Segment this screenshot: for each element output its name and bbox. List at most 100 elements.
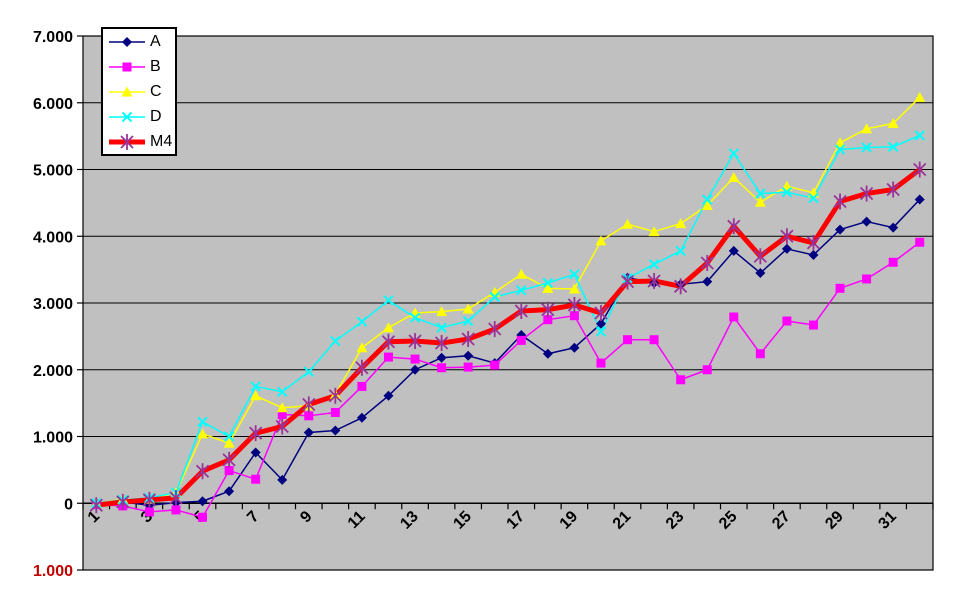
x-marker-stroke [887, 141, 899, 153]
x-marker-stroke [569, 269, 580, 280]
legend-key-D [109, 111, 145, 122]
x-marker-stroke [834, 144, 846, 155]
star-spoke [780, 229, 794, 243]
star-spoke [381, 335, 396, 349]
legend-marker-sample [122, 62, 132, 71]
legend-item-M4: M4 [103, 129, 175, 154]
series-A-marker [888, 222, 899, 233]
series-M4-marker [700, 254, 714, 271]
x-marker-stroke [728, 148, 739, 159]
series-B-marker [516, 335, 526, 345]
legend-item-D: D [103, 104, 175, 129]
star-spoke [886, 182, 900, 197]
legend-label: M4 [150, 132, 173, 150]
series-B-marker [596, 358, 606, 368]
series-D-marker [808, 192, 819, 204]
star-spoke [120, 134, 134, 149]
series-B-marker [782, 316, 792, 326]
star-spoke [700, 256, 714, 270]
x-marker-stroke [702, 194, 713, 205]
series-M4-marker [753, 248, 767, 265]
series-M4-marker [169, 489, 183, 506]
series-M4-marker [222, 451, 236, 468]
star-spoke [913, 162, 927, 177]
series-C-marker [250, 390, 262, 401]
series-C-marker [861, 123, 873, 134]
series-A-marker [835, 224, 846, 235]
x-marker-stroke [409, 312, 421, 323]
series-D-marker [303, 366, 314, 377]
series-M4-marker [381, 333, 396, 350]
series-M4-marker [408, 333, 422, 350]
star-spoke [727, 219, 741, 233]
series-M4-marker [434, 335, 449, 352]
series-C-marker [436, 306, 448, 317]
x-marker-stroke [516, 285, 527, 296]
x-marker-stroke [489, 291, 500, 303]
series-C-marker [834, 137, 846, 148]
series-B-marker [755, 349, 765, 359]
series-A-marker [383, 390, 394, 401]
x-marker-stroke [330, 335, 341, 347]
x-marker-stroke [595, 326, 607, 337]
star-spoke [169, 491, 183, 505]
legend-label: C [150, 82, 162, 100]
series-D-marker [834, 144, 846, 155]
legend-marker-sample [121, 86, 133, 96]
series-A-marker [569, 342, 580, 353]
series-M4-marker [806, 234, 821, 251]
series-B-marker [171, 505, 181, 515]
series-M4-marker [594, 305, 608, 322]
series-A-marker [914, 194, 925, 205]
x-marker-stroke [223, 431, 235, 442]
x-marker-stroke [861, 142, 872, 153]
series-M4-markers [89, 161, 927, 514]
x-marker-stroke [675, 245, 686, 257]
series-C-marker [754, 196, 766, 207]
x-marker-stroke [121, 111, 133, 122]
legend-item-C: C [103, 79, 175, 104]
series-C-marker [728, 172, 740, 183]
series-B-marker [808, 320, 818, 330]
y-axis-label: 5.000 [33, 163, 73, 180]
series-D-marker [197, 416, 208, 428]
series-D-marker [542, 277, 554, 289]
legend-label: B [150, 57, 161, 75]
series-C-marker [914, 91, 926, 102]
series-B-marker [304, 411, 314, 421]
series-C-marker [223, 437, 235, 448]
legend-marker-sample [120, 133, 134, 150]
series-M4-marker [541, 301, 555, 318]
series-C-marker [462, 303, 474, 314]
y-axis-label: 1.000 [33, 563, 73, 580]
series-D-marker [569, 269, 580, 280]
series-M4-marker [355, 359, 369, 376]
star-spoke [674, 279, 688, 293]
series-B-marker [330, 407, 340, 417]
series-M4-marker [195, 463, 210, 480]
y-axis-label: 0 [64, 496, 73, 513]
series-A-marker [356, 412, 367, 423]
series-B-marker [251, 474, 261, 484]
series-M4-marker [488, 321, 502, 338]
series-M4-marker [275, 418, 289, 435]
series-B-marker [915, 237, 925, 247]
series-C-marker [382, 322, 394, 333]
series-B-marker [224, 466, 234, 476]
series-B-marker [383, 352, 393, 362]
series-C-marker [542, 282, 554, 293]
legend-item-B: B [103, 54, 175, 79]
star-spoke [859, 186, 874, 201]
series-M4-marker [859, 185, 874, 202]
star-spoke [488, 322, 502, 336]
series-M4-marker [886, 181, 900, 198]
series-C-marker [887, 117, 899, 128]
series-D-marker [914, 130, 925, 141]
legend: A B C D M4 [101, 27, 177, 156]
series-B-marker [357, 381, 367, 391]
series-D-marker [356, 316, 368, 327]
star-spoke [195, 464, 210, 478]
y-axis-label: 1.000 [33, 430, 73, 447]
series-M4-marker [833, 193, 847, 210]
